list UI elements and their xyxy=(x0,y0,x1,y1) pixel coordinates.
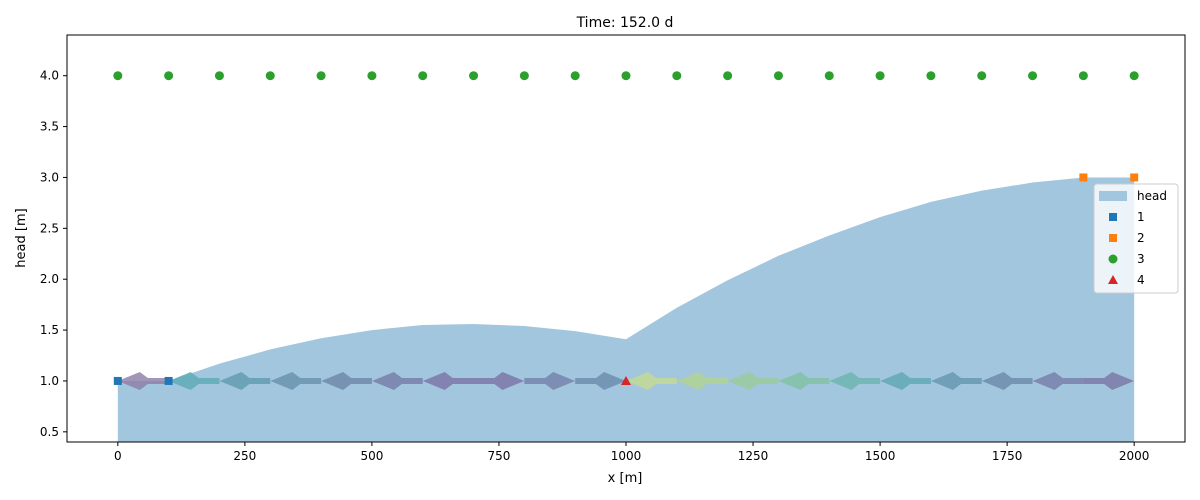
point-circle xyxy=(1078,71,1088,81)
flow-arrow xyxy=(727,371,779,390)
legend-label: 4 xyxy=(1137,273,1145,287)
y-tick-label: 3.5 xyxy=(40,120,59,134)
legend-entry: head xyxy=(1099,189,1167,203)
point-circle xyxy=(723,71,733,81)
flow-arrow xyxy=(321,371,372,390)
point-circle xyxy=(570,71,580,81)
legend-label: head xyxy=(1137,189,1167,203)
flow-arrow xyxy=(117,371,169,390)
point-square xyxy=(1079,173,1088,182)
point-circle xyxy=(519,71,529,81)
point-circle xyxy=(164,71,174,81)
legend-label: 2 xyxy=(1137,231,1145,245)
y-tick-label: 2.5 xyxy=(40,221,59,235)
flow-arrow xyxy=(575,371,626,390)
legend-entry: 2 xyxy=(1109,231,1145,245)
flow-arrow xyxy=(422,371,474,390)
flow-arrow xyxy=(829,371,881,390)
point-circle xyxy=(418,71,428,81)
flow-arrow xyxy=(880,371,931,390)
x-tick-label: 750 xyxy=(488,449,511,463)
point-circle xyxy=(265,71,275,81)
chart-title: Time: 152.0 d xyxy=(576,15,674,31)
point-circle xyxy=(672,71,682,81)
y-axis: 0.5 1.0 1.5 2.0 2.5 3.0 3.5 4.0 xyxy=(40,69,67,439)
flow-arrow xyxy=(981,371,1033,390)
flow-arrow xyxy=(1032,371,1084,390)
point-square xyxy=(164,376,173,385)
series-4 xyxy=(621,375,631,385)
point-circle xyxy=(875,71,885,81)
flow-arrow xyxy=(778,371,830,390)
y-tick-label: 2.0 xyxy=(40,272,59,286)
x-axis-label: x [m] xyxy=(608,471,643,486)
flow-arrow xyxy=(626,371,677,390)
x-tick-label: 1250 xyxy=(738,449,769,463)
point-square xyxy=(113,376,122,385)
flow-arrow xyxy=(371,371,423,390)
x-tick-label: 250 xyxy=(233,449,256,463)
x-axis: 0 250 500 750 1000 1250 1500 1750 2000 xyxy=(114,442,1149,463)
legend-box xyxy=(1093,183,1179,294)
flow-arrow xyxy=(168,371,220,390)
point-circle xyxy=(1129,71,1139,81)
flow-arrow xyxy=(930,371,982,390)
flow-arrow xyxy=(270,371,322,390)
x-tick-label: 1000 xyxy=(611,449,642,463)
point-circle xyxy=(926,71,936,81)
y-tick-label: 1.0 xyxy=(40,374,59,388)
point-circle xyxy=(824,71,834,81)
flow-arrow xyxy=(219,371,271,390)
legend-entry: 1 xyxy=(1109,210,1145,224)
point-circle xyxy=(214,71,224,81)
legend-label: 1 xyxy=(1137,210,1145,224)
x-tick-label: 1500 xyxy=(865,449,896,463)
point-circle xyxy=(367,71,377,81)
point-square xyxy=(1130,173,1139,182)
series-3 xyxy=(113,71,1139,81)
legend-label: 3 xyxy=(1137,252,1145,266)
point-circle xyxy=(469,71,479,81)
y-tick-label: 4.0 xyxy=(40,69,59,83)
flow-arrow xyxy=(1083,371,1135,390)
plot-area xyxy=(113,71,1139,442)
x-tick-label: 1750 xyxy=(992,449,1023,463)
head-area xyxy=(117,177,1135,442)
x-tick-label: 2000 xyxy=(1119,449,1150,463)
flow-arrow xyxy=(473,371,525,390)
x-tick-label: 500 xyxy=(360,449,383,463)
y-axis-label: head [m] xyxy=(14,208,29,267)
y-tick-label: 1.5 xyxy=(40,323,59,337)
series-1 xyxy=(113,376,173,385)
x-tick-label: 0 xyxy=(114,449,122,463)
series-2 xyxy=(1079,173,1139,182)
flow-arrow xyxy=(676,371,728,390)
point-circle xyxy=(1028,71,1038,81)
point-circle xyxy=(621,71,631,81)
y-tick-label: 0.5 xyxy=(40,425,59,439)
y-tick-label: 3.0 xyxy=(40,170,59,184)
point-circle xyxy=(773,71,783,81)
point-circle xyxy=(977,71,987,81)
legend-entry: 4 xyxy=(1108,273,1145,287)
legend: head 1 2 3 4 xyxy=(1093,183,1179,294)
flow-arrow xyxy=(524,371,576,390)
point-circle xyxy=(113,71,123,81)
legend-entry: 3 xyxy=(1108,252,1145,266)
point-triangle xyxy=(621,375,631,385)
point-circle xyxy=(316,71,326,81)
